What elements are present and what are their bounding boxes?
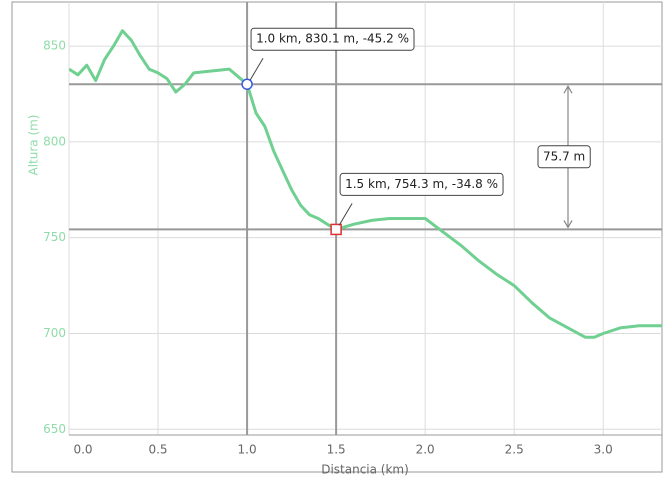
x-tick-label: 0.0 — [73, 443, 92, 457]
y-tick-label: 700 — [43, 326, 66, 340]
x-tick-label: 2.5 — [505, 443, 524, 457]
difference-box — [537, 145, 591, 169]
marker — [330, 223, 342, 236]
callout-pointer — [249, 57, 264, 81]
x-tick-label: 0.5 — [148, 443, 167, 457]
callout-box — [339, 172, 504, 196]
callout-label: 1.5 km, 754.3 m, -34.8 % — [345, 177, 498, 191]
marker — [241, 78, 253, 90]
y-tick-label: 800 — [43, 134, 66, 148]
callout-label: 1.0 km, 830.1 m, -45.2 % — [256, 32, 409, 46]
callout-pointer — [338, 203, 353, 226]
x-axis-label: Distancia (km) — [321, 463, 409, 477]
y-axis-label: Altura (m) — [27, 114, 41, 175]
elevation-line — [69, 29, 662, 339]
x-tick-label: 2.0 — [416, 443, 435, 457]
x-tick-label: 3.0 — [594, 443, 613, 457]
x-tick-label: 1.5 — [327, 443, 346, 457]
callout-box — [250, 27, 415, 51]
y-tick-label: 750 — [43, 230, 66, 244]
difference-label: 75.7 m — [543, 149, 585, 163]
arrow-head — [563, 84, 573, 229]
y-tick-label: 650 — [43, 422, 66, 436]
x-tick-label: 1.0 — [238, 443, 257, 457]
y-tick-label: 850 — [43, 39, 66, 53]
